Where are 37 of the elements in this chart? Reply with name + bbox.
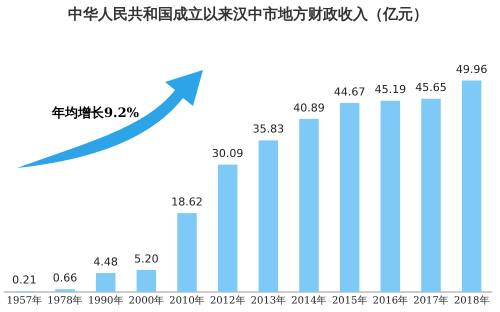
- x-tick-label: 2013年: [250, 294, 286, 307]
- x-tick-label: 2014年: [291, 294, 327, 307]
- data-label: 44.67: [334, 85, 366, 98]
- x-tick-label: 2018年: [454, 294, 490, 307]
- data-label: 5.20: [134, 252, 159, 266]
- bar: [462, 80, 482, 292]
- data-label: 0.66: [52, 272, 78, 285]
- bar: [136, 270, 156, 292]
- chart-title: 中华人民共和国成立以来汉中市地方财政收入（亿元）: [68, 4, 428, 23]
- bar: [177, 213, 197, 292]
- x-tick-label: 2015年: [332, 294, 368, 307]
- bar: [421, 98, 441, 292]
- data-label: 45.65: [415, 81, 447, 94]
- annotation: 年均增长9.2%: [52, 105, 139, 122]
- bar: [340, 102, 360, 292]
- x-tick-label: 1957年: [6, 294, 42, 307]
- x-tick-label: 2010年: [169, 294, 205, 307]
- x-tick-label: 2000年: [128, 294, 164, 307]
- x-tick-label: 2017年: [413, 294, 449, 307]
- bar: [258, 140, 278, 292]
- x-tick-label: 1990年: [88, 294, 124, 307]
- data-label: 0.21: [12, 273, 37, 286]
- bar: [218, 164, 238, 292]
- data-label: 35.83: [252, 122, 284, 136]
- x-tick-label: 2012年: [210, 294, 246, 307]
- data-label: 18.62: [171, 196, 203, 209]
- bar: [55, 289, 75, 292]
- data-label: 40.89: [293, 101, 325, 114]
- data-label: 49.96: [456, 62, 488, 76]
- data-label: 30.09: [212, 146, 244, 160]
- x-tick-label: 2016年: [372, 294, 408, 307]
- x-tick-label: 1978年: [47, 294, 83, 307]
- bar: [299, 118, 319, 292]
- bar: [380, 100, 400, 292]
- bar: [96, 273, 116, 292]
- data-label: 4.48: [93, 255, 118, 268]
- data-label: 45.19: [374, 83, 406, 96]
